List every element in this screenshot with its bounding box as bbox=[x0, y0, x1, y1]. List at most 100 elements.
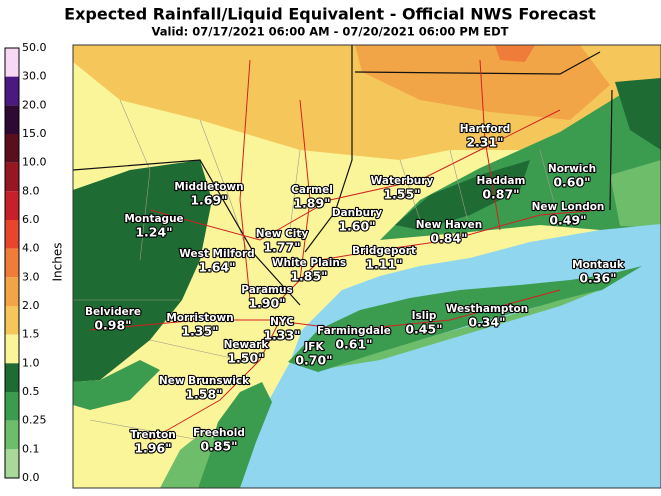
city-name: Trenton bbox=[130, 429, 176, 441]
county-lines bbox=[73, 99, 561, 441]
city-name: Danbury bbox=[332, 207, 382, 219]
city-amount: 1.77" bbox=[263, 240, 300, 255]
legend-swatch bbox=[5, 134, 19, 163]
city-amount: 1.35" bbox=[181, 324, 218, 339]
legend-swatch bbox=[5, 48, 19, 77]
region-3-4 bbox=[355, 45, 610, 120]
city-amount: 1.33" bbox=[263, 328, 300, 343]
region-4-6 bbox=[495, 45, 535, 62]
city-name: New City bbox=[256, 228, 309, 240]
city-name: Norwich bbox=[548, 163, 596, 175]
region-05-1-sw bbox=[73, 360, 160, 410]
legend-swatch bbox=[5, 220, 19, 249]
legend-label: 50.0 bbox=[22, 41, 47, 54]
legend-label: 3.0 bbox=[22, 270, 40, 283]
city-name: Newark bbox=[224, 339, 270, 351]
region-1-15-west bbox=[73, 160, 212, 382]
legend-swatch bbox=[5, 277, 19, 306]
city-amount: 1.24" bbox=[135, 225, 172, 240]
legend-label: 0.5 bbox=[22, 385, 40, 398]
city-amount: 0.61" bbox=[335, 337, 372, 352]
city-name: Waterbury bbox=[371, 175, 434, 187]
legend-label: 4.0 bbox=[22, 242, 40, 255]
city-name: Bridgeport bbox=[352, 245, 416, 257]
long-island-south bbox=[330, 290, 600, 368]
legend-swatch bbox=[5, 105, 19, 134]
legend-swatch bbox=[5, 363, 19, 392]
city-amount: 0.87" bbox=[482, 187, 519, 202]
city-name: Haddam bbox=[477, 175, 526, 187]
legend-label: 1.5 bbox=[22, 328, 40, 341]
legend-label: 15.0 bbox=[22, 127, 47, 140]
city-name: Montauk bbox=[572, 259, 625, 271]
city-name: Islip bbox=[412, 310, 437, 322]
city-amount: 1.58" bbox=[185, 387, 222, 402]
city-name: West Milford bbox=[179, 248, 254, 260]
city-amount: 1.60" bbox=[338, 219, 375, 234]
city-amount: 2.31" bbox=[466, 135, 503, 150]
city-name: Morristown bbox=[166, 312, 233, 324]
subtitle: Valid: 07/17/2021 06:00 AM - 07/20/2021 … bbox=[151, 25, 508, 39]
legend-swatch bbox=[5, 449, 19, 478]
legend-swatch bbox=[5, 392, 19, 421]
legend-label: 0.0 bbox=[22, 471, 40, 484]
legend-label: 2.0 bbox=[22, 299, 40, 312]
city-amount: 0.70" bbox=[295, 353, 332, 368]
city-amount: 1.96" bbox=[134, 441, 171, 456]
city-amount: 0.34" bbox=[468, 315, 505, 330]
city-amount: 1.89" bbox=[293, 196, 330, 211]
city-name: JFK bbox=[303, 341, 324, 353]
long-island bbox=[288, 266, 642, 372]
city-amount: 0.36" bbox=[579, 271, 616, 286]
city-amount: 1.64" bbox=[198, 260, 235, 275]
title: Expected Rainfall/Liquid Equivalent - Of… bbox=[64, 5, 596, 24]
legend-label: 1.0 bbox=[22, 356, 40, 369]
color-legend: 50.0 30.0 20.0 15.0 10.0 8.0 6.0 4.0 3.0 2.0 1.5 1.… bbox=[4, 41, 47, 484]
region-1-15-ct bbox=[395, 160, 530, 230]
city-name: New Brunswick bbox=[159, 375, 250, 387]
city-name: Westhampton bbox=[446, 303, 528, 315]
city-amount: 1.50" bbox=[227, 351, 264, 366]
city-name: Farmingdale bbox=[317, 325, 391, 337]
legend-label: 0.25 bbox=[22, 414, 47, 427]
city-name: New Haven bbox=[416, 219, 483, 231]
legend-swatch bbox=[5, 162, 19, 192]
legend-swatch bbox=[5, 420, 19, 450]
state-lines bbox=[72, 45, 613, 306]
region-025-05-ri bbox=[610, 160, 661, 228]
legend-label: 20.0 bbox=[22, 98, 47, 111]
legend-label: 30.0 bbox=[22, 70, 47, 83]
region-1-15-ri bbox=[615, 78, 661, 150]
city-amount: 1.69" bbox=[190, 193, 227, 208]
city-name: NYC bbox=[270, 316, 294, 328]
city-name: New London bbox=[532, 201, 605, 213]
city-amount: 1.85" bbox=[290, 269, 327, 284]
legend-label: 10.0 bbox=[22, 156, 47, 169]
legend-label: 0.1 bbox=[22, 442, 40, 455]
city-name: White Plains bbox=[272, 257, 346, 269]
city-amount: 0.84" bbox=[430, 231, 467, 246]
legend-swatch bbox=[5, 334, 19, 364]
city-amount: 0.45" bbox=[405, 322, 442, 337]
city-amount: 0.85" bbox=[200, 439, 237, 454]
city-amount: 0.49" bbox=[549, 213, 586, 228]
map bbox=[72, 44, 661, 489]
nj-coast bbox=[198, 382, 272, 488]
city-amount: 0.98" bbox=[94, 318, 131, 333]
nj-coast-light bbox=[160, 430, 215, 488]
city-name: Hartford bbox=[460, 123, 511, 135]
legend-swatch bbox=[5, 76, 19, 106]
city-amount: 0.60" bbox=[553, 175, 590, 190]
city-name: Carmel bbox=[291, 184, 333, 196]
legend-frame bbox=[4, 47, 20, 479]
city-name: Montague bbox=[124, 213, 183, 225]
city-amount: 1.90" bbox=[248, 296, 285, 311]
city-name: Paramus bbox=[241, 284, 292, 296]
legend-label: 6.0 bbox=[22, 213, 40, 226]
city-amount: 1.55" bbox=[383, 187, 420, 202]
city-name: Freehold bbox=[193, 427, 245, 439]
legend-label: 8.0 bbox=[22, 184, 40, 197]
legend-swatch bbox=[5, 191, 19, 220]
